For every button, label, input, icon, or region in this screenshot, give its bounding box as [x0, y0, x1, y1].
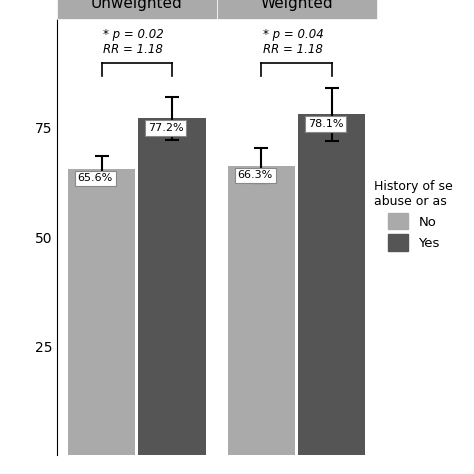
Text: 65.6%: 65.6%: [78, 173, 113, 183]
Bar: [138, 118, 206, 455]
Legend: No, Yes: No, Yes: [374, 180, 453, 251]
Bar: [298, 114, 365, 455]
FancyBboxPatch shape: [217, 0, 377, 19]
Text: Weighted: Weighted: [260, 0, 333, 11]
Text: * p = 0.04
RR = 1.18: * p = 0.04 RR = 1.18: [263, 28, 324, 56]
Text: Unweighted: Unweighted: [91, 0, 182, 11]
Bar: [68, 169, 135, 455]
Text: * p = 0.02
RR = 1.18: * p = 0.02 RR = 1.18: [103, 28, 164, 56]
Text: 66.3%: 66.3%: [237, 170, 273, 180]
FancyBboxPatch shape: [57, 0, 217, 19]
Text: 78.1%: 78.1%: [308, 119, 343, 129]
Text: 77.2%: 77.2%: [148, 123, 183, 133]
Bar: [228, 166, 295, 455]
